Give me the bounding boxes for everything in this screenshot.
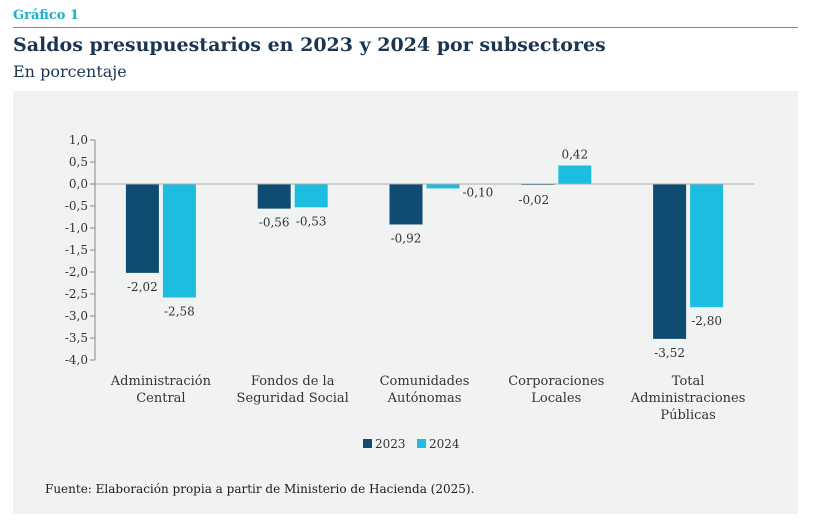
bar-2024-4 bbox=[558, 165, 592, 184]
y-tick-label: -2,0 bbox=[65, 265, 88, 279]
bar-2024-5 bbox=[690, 184, 724, 308]
category-label: Autónomas bbox=[387, 391, 462, 406]
data-label-2024-1: -2,58 bbox=[164, 305, 195, 319]
legend-swatch-2024 bbox=[417, 439, 426, 448]
category-label: Total bbox=[672, 374, 705, 389]
data-label-2023-4: -0,02 bbox=[518, 193, 549, 207]
y-tick-label: -4,0 bbox=[65, 353, 88, 367]
y-tick-label: -2,5 bbox=[65, 287, 88, 301]
data-label-2024-4: 0,42 bbox=[561, 148, 588, 162]
data-label-2024-2: -0,53 bbox=[296, 214, 327, 228]
category-label: Fondos de la bbox=[251, 374, 335, 389]
category-label: Locales bbox=[531, 391, 581, 406]
y-tick-label: -1,0 bbox=[65, 221, 88, 235]
chart-subtitle: En porcentaje bbox=[13, 62, 127, 81]
bar-chart: 1,0 0,5 0,0 -0,5 -1,0 -1,5 -2,0 -2,5 -3,0 -3,5 -4,… bbox=[65, 133, 754, 451]
data-label-2024-3: -0,10 bbox=[463, 185, 494, 199]
category-label: Administraciones bbox=[630, 391, 746, 406]
category-label: Central bbox=[136, 391, 185, 406]
figure-label: Gráfico 1 bbox=[13, 8, 79, 23]
category-label: Comunidades bbox=[380, 374, 470, 389]
bar-2023-3 bbox=[389, 184, 423, 225]
source-note: Fuente: Elaboración propia a partir de M… bbox=[45, 482, 475, 496]
legend-label-2023: 2023 bbox=[375, 437, 406, 451]
data-label-2023-1: -2,02 bbox=[127, 280, 158, 294]
y-tick-label: 0,0 bbox=[69, 177, 88, 191]
bar-2024-2 bbox=[294, 184, 328, 208]
category-label: Corporaciones bbox=[508, 374, 604, 389]
y-tick-label: -3,0 bbox=[65, 309, 88, 323]
category-label: Administración bbox=[110, 374, 212, 389]
bar-2023-1 bbox=[125, 184, 159, 273]
data-label-2023-2: -0,56 bbox=[259, 216, 290, 230]
data-label-2024-5: -2,80 bbox=[691, 314, 722, 328]
bar-2024-3 bbox=[426, 184, 460, 189]
header-rule bbox=[13, 27, 798, 28]
category-label: Seguridad Social bbox=[237, 391, 349, 406]
y-tick-label: 0,5 bbox=[69, 155, 88, 169]
category-label: Públicas bbox=[660, 408, 715, 423]
y-tick-label: 1,0 bbox=[69, 133, 88, 147]
bar-2024-1 bbox=[162, 184, 196, 298]
chart-title: Saldos presupuestarios en 2023 y 2024 po… bbox=[13, 34, 606, 56]
bar-2023-5 bbox=[653, 184, 687, 339]
legend-label-2024: 2024 bbox=[429, 437, 460, 451]
chart-panel: 1,0 0,5 0,0 -0,5 -1,0 -1,5 -2,0 -2,5 -3,0 -3,5 -4,… bbox=[13, 91, 798, 514]
legend-swatch-2023 bbox=[363, 439, 372, 448]
y-tick-label: -0,5 bbox=[65, 199, 88, 213]
data-label-2023-5: -3,52 bbox=[654, 346, 685, 360]
y-tick-label: -3,5 bbox=[65, 331, 88, 345]
data-label-2023-3: -0,92 bbox=[391, 231, 422, 245]
bar-2023-2 bbox=[257, 184, 291, 209]
y-tick-label: -1,5 bbox=[65, 243, 88, 257]
